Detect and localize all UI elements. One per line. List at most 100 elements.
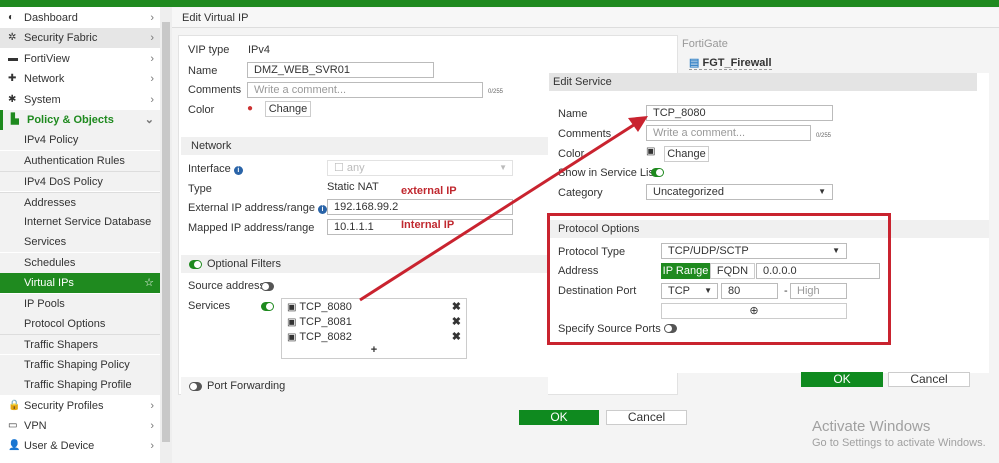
vip-name-input[interactable]: DMZ_WEB_SVR01	[247, 62, 434, 78]
sidebar-item-traffic-shaping-policy[interactable]: Traffic Shaping Policy	[0, 354, 160, 375]
service-comments-input[interactable]: Write a comment...	[646, 125, 811, 141]
external-ip-label: External IP address/range i	[188, 202, 327, 214]
sidebar-item-traffic-shapers[interactable]: Traffic Shapers	[0, 334, 160, 355]
sidebar-item-virtual-ips[interactable]: Virtual IPs ☆	[0, 273, 160, 294]
service-color-change-button[interactable]: Change	[664, 146, 709, 162]
service-list-item: ▣ TCP_8082 ✖	[287, 330, 463, 345]
source-ports-toggle[interactable]	[664, 324, 677, 333]
sidebar-item-network[interactable]: ✚ Network ›	[0, 69, 160, 89]
sidebar-item-ip-pools[interactable]: IP Pools	[0, 293, 160, 314]
vip-comments-input[interactable]: Write a comment...	[247, 82, 483, 98]
remove-icon[interactable]: ✖	[451, 331, 461, 343]
sidebar-item-policy-objects[interactable]: ▙ Policy & Objects ⌄	[0, 110, 160, 130]
sidebar-item-label: Addresses	[24, 196, 76, 209]
ip-range-button[interactable]: IP Range	[661, 263, 710, 279]
star-icon[interactable]: ☆	[144, 277, 154, 290]
network-icon: ✚	[8, 73, 17, 85]
services-label: Services	[188, 300, 231, 312]
sidebar-item-authentication-rules[interactable]: Authentication Rules	[0, 150, 160, 171]
fortigate-device-link[interactable]: ▤ FGT_Firewall	[689, 57, 772, 70]
add-port-button[interactable]: ⊕	[661, 303, 847, 319]
service-comment-counter: 0/255	[816, 133, 832, 139]
chevron-right-icon: ›	[150, 440, 154, 453]
protocol-options-header: Protocol Options	[549, 220, 989, 238]
sidebar-item-schedules[interactable]: Schedules	[0, 252, 160, 273]
source-address-toggle[interactable]	[261, 282, 274, 291]
sidebar: ◐ Dashboard › ✲ Security Fabric › ▬ FortiView › ✚…	[0, 7, 160, 463]
show-in-list-toggle[interactable]	[651, 168, 664, 177]
sidebar-item-addresses[interactable]: Addresses	[0, 191, 160, 212]
show-in-list-label: Show in Service List	[558, 167, 658, 179]
optional-filters-toggle[interactable]	[189, 260, 202, 269]
sidebar-item-vpn[interactable]: ▭ VPN ›	[0, 416, 160, 436]
service-name: TCP_8080	[299, 301, 352, 313]
sidebar-item-label: Security Fabric	[24, 32, 98, 45]
service-cancel-button[interactable]: Cancel	[888, 372, 970, 387]
scrollbar-thumb[interactable]	[162, 22, 170, 442]
port-low-input[interactable]: 80	[721, 283, 778, 299]
fortiview-icon: ▬	[8, 52, 18, 64]
service-icon: ▣	[646, 146, 656, 157]
address-label: Address	[558, 265, 599, 277]
policy-icon: ▙	[11, 114, 19, 125]
sidebar-item-label: Internet Service Database	[24, 216, 152, 228]
vip-type-label: VIP type	[188, 44, 230, 56]
network-section-header: Network	[181, 137, 548, 155]
add-service-button[interactable]: +	[370, 344, 378, 356]
protocol-type-select[interactable]: TCP/UDP/SCTP ▼	[661, 243, 847, 259]
sidebar-item-label: Dashboard	[24, 12, 78, 24]
category-select[interactable]: Uncategorized ▼	[646, 184, 833, 200]
chevron-down-icon: ⌄	[144, 114, 154, 126]
port-high-input[interactable]: High	[790, 283, 847, 299]
protocol-type-label: Protocol Type	[558, 246, 626, 258]
fqdn-button[interactable]: FQDN	[710, 263, 755, 279]
activate-windows-subtitle: Go to Settings to activate Windows.	[812, 437, 986, 449]
sidebar-item-label: Traffic Shaping Profile	[24, 379, 132, 392]
sidebar-item-label: Virtual IPs	[24, 277, 74, 290]
vip-cancel-button[interactable]: Cancel	[606, 410, 687, 425]
interface-select[interactable]: ☐ any ▼	[327, 160, 513, 176]
fortigate-label: FortiGate	[682, 38, 728, 50]
color-swatch-icon: ●	[247, 103, 254, 114]
sidebar-item-security-profiles[interactable]: 🔒 Security Profiles ›	[0, 396, 160, 416]
sidebar-item-label: IPv4 Policy	[24, 134, 79, 147]
sidebar-item-ipv4-policy[interactable]: IPv4 Policy	[0, 130, 160, 151]
sidebar-item-traffic-shaping-profile[interactable]: Traffic Shaping Profile	[0, 375, 160, 396]
specify-source-ports-label: Specify Source Ports	[558, 323, 661, 335]
external-ip-input[interactable]: 192.168.99.2	[327, 199, 513, 215]
service-name-input[interactable]: TCP_8080	[646, 105, 833, 121]
sidebar-item-dashboard[interactable]: ◐ Dashboard ›	[0, 8, 160, 28]
vip-ok-button[interactable]: OK	[519, 410, 599, 425]
sidebar-item-protocol-options[interactable]: Protocol Options	[0, 314, 160, 334]
sidebar-item-label: IP Pools	[24, 297, 65, 310]
service-icon: ▣	[287, 332, 297, 343]
activate-windows-title: Activate Windows	[812, 418, 931, 435]
laptop-icon: ▭	[8, 420, 18, 431]
service-ok-button[interactable]: OK	[801, 372, 883, 387]
sidebar-item-internet-service-database[interactable]: Internet Service Database	[0, 212, 160, 232]
chevron-right-icon: ›	[150, 399, 154, 412]
sidebar-item-label: Traffic Shapers	[24, 339, 98, 352]
sidebar-item-system[interactable]: ✱ System ›	[0, 90, 160, 110]
sidebar-item-fortiview[interactable]: ▬ FortiView ›	[0, 49, 160, 69]
vip-color-change-button[interactable]: Change	[265, 101, 311, 117]
port-range-dash: -	[784, 285, 788, 297]
sidebar-item-security-fabric[interactable]: ✲ Security Fabric ›	[0, 28, 160, 49]
name-label: Name	[188, 65, 218, 77]
port-protocol-select[interactable]: TCP ▼	[661, 283, 718, 299]
address-input[interactable]: 0.0.0.0	[756, 263, 880, 279]
chevron-right-icon: ›	[150, 32, 154, 45]
chevron-right-icon: ›	[150, 52, 154, 65]
sidebar-item-ipv4-dos-policy[interactable]: IPv4 DoS Policy	[0, 171, 160, 192]
remove-icon[interactable]: ✖	[451, 316, 461, 328]
chevron-right-icon: ›	[150, 93, 154, 106]
services-toggle[interactable]	[261, 302, 274, 311]
sidebar-item-user-device[interactable]: 👤 User & Device ›	[0, 436, 160, 456]
service-comments-label: Comments	[558, 128, 612, 140]
port-forwarding-toggle[interactable]	[189, 382, 202, 391]
sidebar-item-services[interactable]: Services	[0, 232, 160, 253]
source-address-label: Source address	[188, 280, 266, 292]
remove-icon[interactable]: ✖	[451, 301, 461, 313]
service-name-label: Name	[558, 108, 588, 120]
